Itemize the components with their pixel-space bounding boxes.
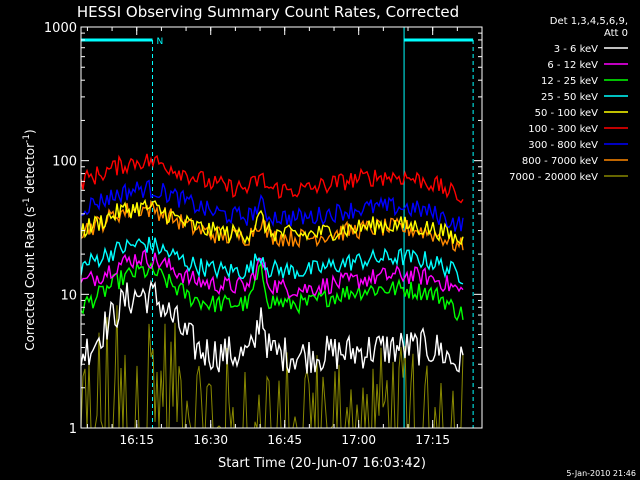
- legend: Det 1,3,4,5,6,9,Att 0 3 - 6 keV 6 - 12 keV…: [509, 16, 628, 183]
- y-axis-label-sup1: -1: [22, 197, 32, 206]
- legend-label: 7000 - 20000 keV: [509, 172, 598, 183]
- y-tick-label: 1000: [44, 21, 77, 36]
- observing-intervals: N: [81, 27, 474, 428]
- y-tick-label: 1: [69, 422, 77, 437]
- legend-label: 12 - 25 keV: [541, 76, 598, 87]
- y-tick-label: 10: [60, 288, 77, 303]
- x-axis-label: Start Time (20-Jun-07 16:03:42): [218, 456, 426, 471]
- series-lines: [81, 153, 464, 428]
- x-tick-label: 17:15: [415, 433, 450, 447]
- x-tick-label: 16:15: [119, 433, 154, 447]
- axes: 16:15 16:30 16:45 17:00 17:15 1 10 100 1000: [44, 21, 483, 447]
- x-tick-label: 16:45: [267, 433, 302, 447]
- y-axis-label-sup2: -1: [22, 134, 32, 143]
- x-tick-label: 16:30: [193, 433, 228, 447]
- y-tick-label: 100: [52, 155, 77, 170]
- series-line-50-100kev: [81, 198, 464, 246]
- series-line-100-300kev: [81, 153, 464, 204]
- x-tick-label: 17:00: [341, 433, 376, 447]
- y-axis-label-mid: detector: [23, 143, 37, 198]
- legend-label: 50 - 100 keV: [535, 108, 599, 119]
- series-line-6-12kev: [81, 248, 464, 300]
- legend-header: Det 1,3,4,5,6,9,: [550, 16, 628, 27]
- footer-timestamp: 5-Jan-2010 21:46: [566, 469, 636, 478]
- night-label: N: [157, 37, 164, 47]
- legend-label: 3 - 6 keV: [554, 44, 598, 55]
- y-axis-label: Corrected Count Rate (s-1 detector-1): [22, 129, 37, 350]
- legend-label: 100 - 300 keV: [528, 124, 598, 135]
- series-line-12-25kev: [81, 260, 464, 322]
- series-line-3-6kev: [81, 279, 464, 374]
- chart-title: HESSI Observing Summary Count Rates, Cor…: [77, 3, 459, 21]
- plot-frame: [80, 26, 483, 429]
- series-line-7000-20000kev: [81, 305, 464, 428]
- y-axis-label-end: ): [23, 129, 37, 134]
- series-line-25-50kev: [81, 236, 464, 285]
- legend-label: 25 - 50 keV: [541, 92, 598, 103]
- legend-label: 800 - 7000 keV: [522, 156, 598, 167]
- legend-header: Att 0: [604, 28, 628, 39]
- legend-label: 6 - 12 keV: [547, 60, 598, 71]
- series-line-300-800kev: [81, 179, 464, 232]
- legend-label: 300 - 800 keV: [528, 140, 598, 151]
- y-axis-label-main: Corrected Count Rate (s: [23, 206, 37, 350]
